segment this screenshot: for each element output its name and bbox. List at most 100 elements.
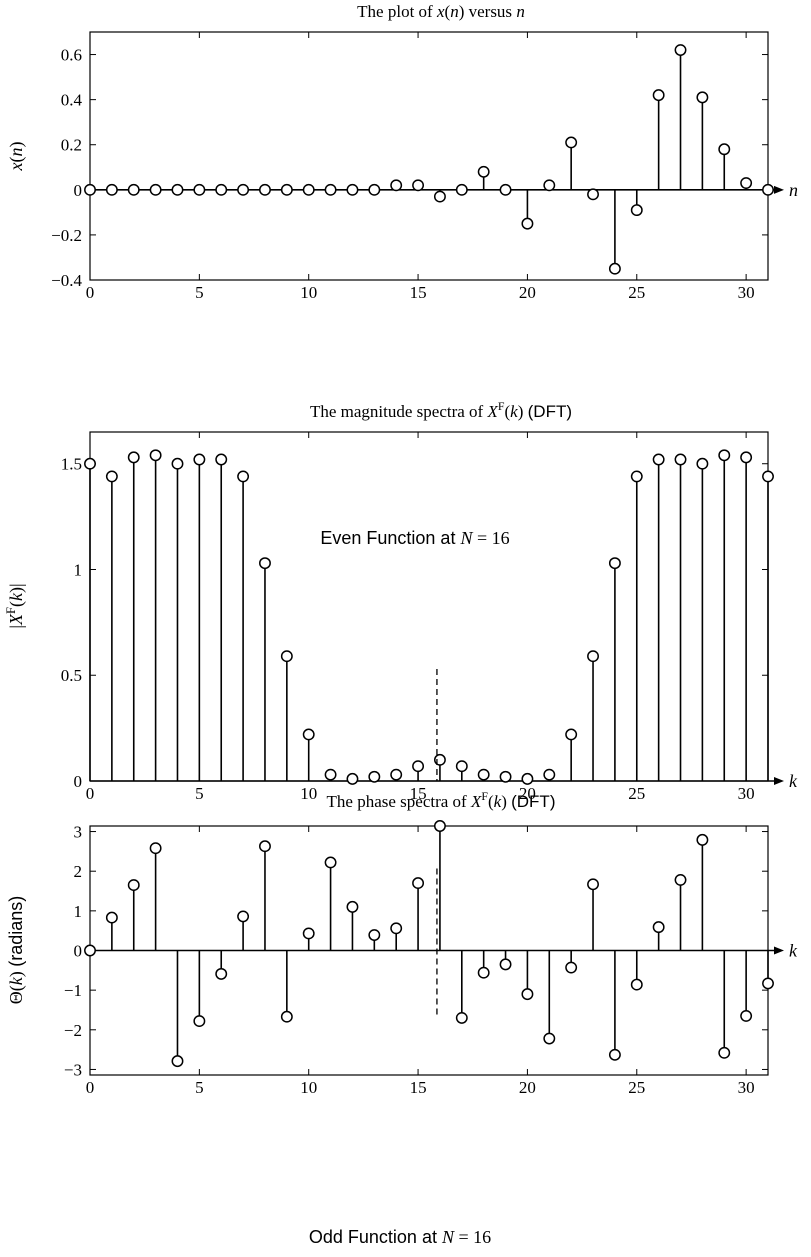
x-tick-label: 15 [410,784,427,803]
data-point [674,873,687,886]
data-point [455,760,468,773]
data-point [237,183,250,196]
data-point [171,1055,184,1068]
data-point [740,1009,753,1022]
x-axis-label: k [789,941,798,961]
y-tick-label: 1.5 [61,455,82,474]
y-tick-label: −0.4 [51,271,82,290]
data-point [171,183,184,196]
x-tick-label: 15 [410,1078,427,1097]
data-point [237,470,250,483]
data-point [674,453,687,466]
data-point [84,183,96,196]
data-point [105,183,118,196]
y-tick-label: −3 [64,1060,82,1079]
data-point [477,966,490,979]
y-axis-label: Θ(k) (radians) [6,896,27,1005]
data-point [193,183,206,196]
y-tick-label: 2 [74,862,83,881]
data-point [390,922,403,935]
x-tick-label: 0 [86,283,95,302]
x-tick-label: 25 [628,283,645,302]
data-point [324,768,337,781]
data-point [280,650,293,663]
data-point [543,1032,556,1045]
data-point [652,921,665,934]
data-point [696,833,709,846]
data-point [390,179,403,192]
data-point [652,89,665,102]
data-point [412,760,425,773]
data-point [302,183,315,196]
data-point [149,842,162,855]
data-point [630,470,643,483]
data-point [499,770,512,783]
data-point [412,877,425,890]
data-point [543,768,556,781]
data-point [762,470,774,483]
chart-title: The phase spectra of XF(k) (DFT) [327,789,556,811]
y-tick-label: 1 [74,902,83,921]
data-point [105,470,118,483]
data-point [215,967,228,980]
data-point [127,879,140,892]
data-point [608,557,621,570]
y-tick-label: 0.4 [61,91,83,110]
data-point [608,262,621,275]
data-point [280,1010,293,1023]
data-point [477,768,490,781]
data-point [521,217,534,230]
data-point [259,840,271,853]
panel-magnitude-spectra: The magnitude spectra of XF(k) (DFT)0 5 10… [4,399,798,803]
data-point [565,136,578,149]
data-point [565,961,578,974]
data-point [259,557,271,570]
data-point [608,1048,621,1061]
data-point [543,179,556,192]
data-point [324,183,337,196]
data-point [237,910,250,923]
data-point [696,91,709,104]
data-point [587,188,599,201]
x-tick-label: 20 [519,283,536,302]
x-axis-label: k [789,771,798,791]
y-tick-label: −2 [64,1021,82,1040]
data-point [368,929,381,941]
data-point [433,190,446,203]
x-tick-label: 25 [628,1078,645,1097]
data-point [499,958,512,971]
data-point [455,1011,468,1024]
y-axis-label: |XF(k)| [4,583,27,628]
x-axis-label: n [789,180,798,200]
x-axis-arrow [774,777,784,785]
chart-title: The plot of x(n) versus n [357,2,525,21]
x-tick-label: 20 [519,1078,536,1097]
data-point [630,204,643,217]
y-axis-label: x(n) [6,142,27,172]
data-point [346,900,359,913]
data-point [127,451,140,464]
data-point [762,977,774,990]
data-point [127,183,140,196]
x-tick-label: 20 [519,784,536,803]
data-point [674,44,687,56]
annotation-text: Odd Function at N = 16 [309,1227,491,1247]
x-tick-label: 10 [300,1078,317,1097]
data-point [368,770,381,783]
data-point [455,183,468,196]
data-point [740,177,753,190]
x-tick-label: 30 [738,283,755,302]
x-tick-label: 5 [195,784,204,803]
x-tick-label: 0 [86,784,95,803]
data-point [587,878,599,891]
y-tick-label: 0.6 [61,46,82,65]
y-tick-label: 3 [74,823,83,842]
data-point [149,449,162,462]
data-point [302,927,315,940]
x-tick-label: 30 [738,784,755,803]
y-tick-label: 0.2 [61,136,82,155]
data-point [740,451,753,464]
data-point [718,449,731,462]
data-point [193,1015,206,1028]
